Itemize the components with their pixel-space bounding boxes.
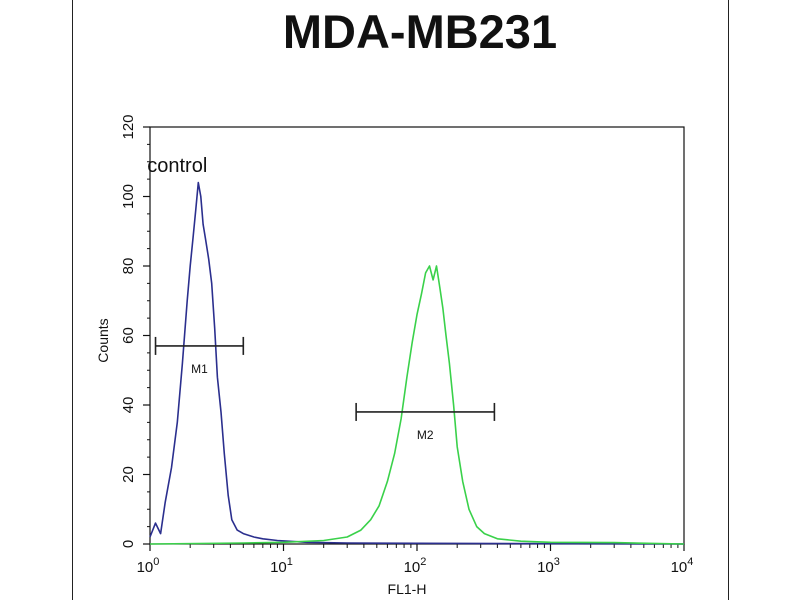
chart-frame bbox=[72, 0, 729, 600]
y-tick-label: 100 bbox=[120, 184, 137, 209]
marker-label: M1 bbox=[191, 362, 208, 376]
annotation-label: control bbox=[147, 155, 207, 177]
marker-label: M2 bbox=[417, 428, 434, 442]
x-tick-exponent: 2 bbox=[420, 556, 426, 568]
y-tick-label: 20 bbox=[120, 466, 137, 483]
histogram-series-1 bbox=[149, 181, 685, 545]
x-tick-label: 103 bbox=[537, 556, 560, 576]
x-tick-base: 10 bbox=[137, 559, 154, 576]
x-tick-exponent: 0 bbox=[153, 556, 159, 568]
x-tick-label: 101 bbox=[270, 556, 293, 576]
y-tick-label: 0 bbox=[120, 540, 137, 548]
y-axis-label: Counts bbox=[95, 318, 111, 362]
plot-area bbox=[149, 126, 685, 545]
x-tick-base: 10 bbox=[537, 559, 554, 576]
y-tick-label: 60 bbox=[120, 327, 137, 344]
x-tick-base: 10 bbox=[671, 559, 688, 576]
x-tick-base: 10 bbox=[404, 559, 421, 576]
x-tick-exponent: 1 bbox=[287, 556, 293, 568]
x-tick-label: 104 bbox=[671, 556, 694, 576]
histogram-series-2 bbox=[149, 265, 685, 545]
y-tick-label: 120 bbox=[120, 114, 137, 139]
x-axis-label: FL1-H bbox=[388, 581, 427, 597]
y-tick-label: 80 bbox=[120, 258, 137, 275]
x-tick-label: 102 bbox=[404, 556, 427, 576]
x-tick-exponent: 3 bbox=[554, 556, 560, 568]
x-tick-exponent: 4 bbox=[687, 556, 693, 568]
chart-title: MDA-MB231 bbox=[282, 5, 558, 58]
y-tick-label: 40 bbox=[120, 397, 137, 414]
x-tick-base: 10 bbox=[270, 559, 287, 576]
x-tick-label: 100 bbox=[137, 556, 160, 576]
